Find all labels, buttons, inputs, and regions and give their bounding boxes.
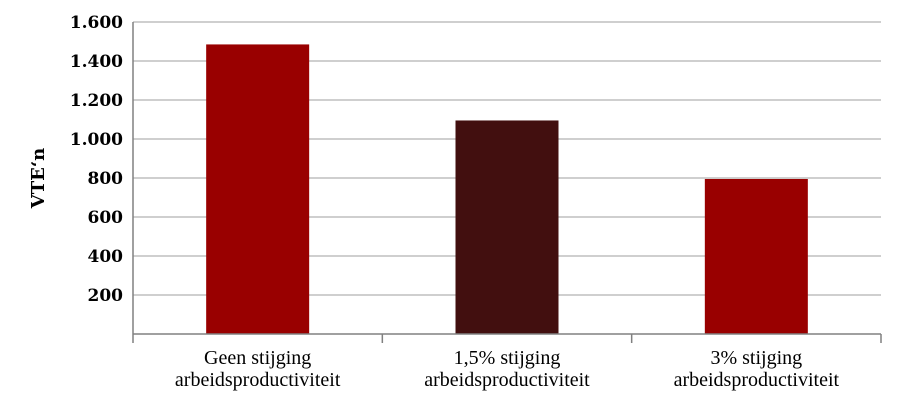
x-category-label: arbeidsproductiviteit xyxy=(424,369,590,391)
bars xyxy=(206,44,808,335)
y-tick-label: 800 xyxy=(88,169,124,189)
y-tick-label: 200 xyxy=(88,286,124,306)
x-category-label: Geen stijging xyxy=(204,347,311,369)
x-category-label: 1,5% stijging xyxy=(454,347,561,369)
bar-2 xyxy=(455,120,559,334)
y-tick-label: 1.000 xyxy=(70,130,123,150)
y-axis-title: VTE‘n xyxy=(28,148,49,209)
y-tick-label: 1.600 xyxy=(70,13,123,33)
x-category-label: 3% stijging xyxy=(710,347,802,369)
y-tick-label: 600 xyxy=(88,208,124,228)
y-tick-label: 400 xyxy=(88,247,124,267)
y-tick-labels: 200 400 600 800 1.000 1.200 1.400 1.600 xyxy=(70,13,123,306)
bar-3 xyxy=(704,178,808,334)
bar-1 xyxy=(206,44,310,335)
axes xyxy=(132,22,882,343)
y-tick-label: 1.400 xyxy=(70,52,123,72)
x-category-label: arbeidsproductiviteit xyxy=(175,369,341,391)
y-tick-label: 1.200 xyxy=(70,91,123,111)
x-category-label: arbeidsproductiviteit xyxy=(674,369,840,391)
